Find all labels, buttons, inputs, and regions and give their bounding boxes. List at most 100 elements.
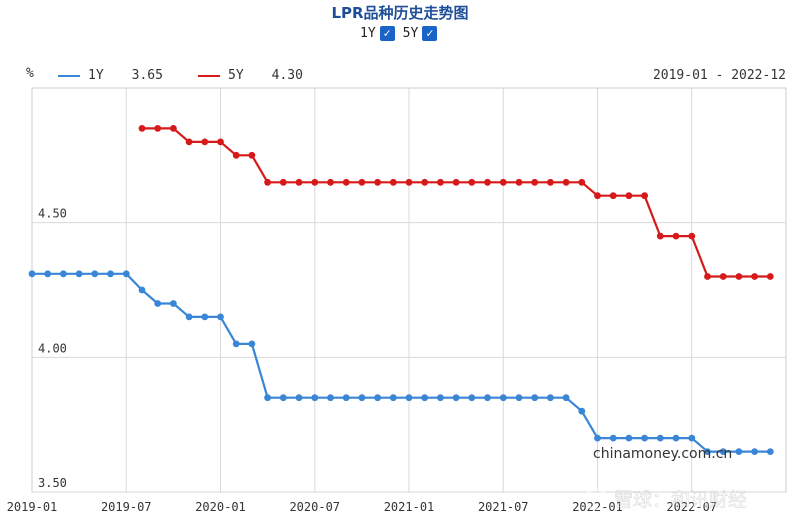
data-point-5y[interactable]	[279, 178, 287, 186]
data-point-5y[interactable]	[201, 138, 209, 146]
data-point-5y[interactable]	[499, 178, 507, 186]
data-point-1y[interactable]	[342, 394, 350, 402]
data-point-1y[interactable]	[279, 394, 287, 402]
data-point-5y[interactable]	[342, 178, 350, 186]
data-point-5y[interactable]	[641, 192, 648, 200]
data-point-5y[interactable]	[688, 232, 696, 240]
data-point-1y[interactable]	[389, 394, 397, 402]
data-point-1y[interactable]	[28, 270, 36, 278]
data-point-1y[interactable]	[688, 434, 696, 442]
data-point-1y[interactable]	[122, 270, 130, 278]
data-point-1y[interactable]	[499, 394, 507, 402]
data-point-1y[interactable]	[248, 340, 256, 348]
data-point-5y[interactable]	[751, 273, 758, 280]
data-point-5y[interactable]	[609, 192, 617, 200]
data-point-5y[interactable]	[531, 178, 539, 186]
data-point-5y[interactable]	[311, 178, 319, 186]
data-point-5y[interactable]	[185, 138, 193, 146]
data-point-1y[interactable]	[75, 270, 83, 278]
data-point-5y[interactable]	[327, 178, 334, 186]
toggle-1y-label: 1Y	[360, 26, 376, 41]
data-point-1y[interactable]	[170, 300, 177, 307]
data-point-1y[interactable]	[719, 448, 727, 455]
data-point-5y[interactable]	[594, 192, 601, 200]
data-point-1y[interactable]	[201, 313, 209, 321]
data-point-1y[interactable]	[185, 313, 193, 321]
chart-title: LPR品种历史走势图	[331, 4, 469, 22]
data-point-5y[interactable]	[656, 232, 664, 240]
data-point-5y[interactable]	[437, 178, 444, 186]
data-point-1y[interactable]	[594, 434, 601, 442]
data-point-1y[interactable]	[562, 394, 570, 402]
data-point-1y[interactable]	[421, 394, 429, 402]
data-point-5y[interactable]	[515, 178, 523, 186]
data-point-1y[interactable]	[547, 394, 554, 402]
data-point-5y[interactable]	[672, 232, 680, 240]
data-point-1y[interactable]	[107, 270, 114, 278]
data-point-5y[interactable]	[295, 178, 303, 186]
data-point-5y[interactable]	[389, 178, 397, 186]
data-point-1y[interactable]	[374, 394, 381, 402]
data-point-1y[interactable]	[531, 394, 539, 402]
data-point-5y[interactable]	[484, 178, 491, 186]
data-point-1y[interactable]	[641, 434, 648, 442]
x-tick-label: 2022-01	[572, 500, 623, 514]
x-tick-label: 2019-07	[101, 500, 152, 514]
data-point-5y[interactable]	[264, 178, 271, 186]
data-point-1y[interactable]	[138, 286, 146, 294]
data-point-1y[interactable]	[672, 434, 680, 442]
data-point-1y[interactable]	[327, 394, 334, 402]
y-tick-label: 3.50	[38, 476, 67, 490]
toggle-5y-checkbox[interactable]: ✓	[422, 26, 438, 41]
data-point-1y[interactable]	[217, 313, 224, 321]
data-point-1y[interactable]	[405, 394, 413, 402]
data-point-1y[interactable]	[154, 300, 162, 307]
data-point-5y[interactable]	[421, 178, 429, 186]
data-point-5y[interactable]	[719, 273, 727, 280]
data-point-5y[interactable]	[374, 178, 381, 186]
data-point-1y[interactable]	[60, 270, 67, 278]
data-point-1y[interactable]	[515, 394, 523, 402]
x-tick-label: 2022-07	[666, 500, 717, 514]
data-point-1y[interactable]	[735, 448, 743, 455]
legend-label: 5Y	[228, 68, 244, 83]
grid	[31, 87, 787, 493]
data-point-1y[interactable]	[437, 394, 444, 402]
data-point-1y[interactable]	[578, 407, 586, 415]
data-point-5y[interactable]	[468, 178, 476, 186]
data-point-5y[interactable]	[405, 178, 413, 186]
data-point-5y[interactable]	[138, 124, 146, 132]
data-point-5y[interactable]	[766, 273, 774, 280]
data-point-5y[interactable]	[547, 178, 554, 186]
data-point-1y[interactable]	[358, 394, 366, 402]
toggle-1y-checkbox[interactable]: ✓	[379, 26, 395, 41]
data-point-1y[interactable]	[704, 448, 711, 455]
data-point-1y[interactable]	[751, 448, 758, 455]
date-range: 2019-01 - 2022-12	[652, 68, 786, 83]
data-point-5y[interactable]	[578, 178, 586, 186]
data-point-5y[interactable]	[562, 178, 570, 186]
data-point-5y[interactable]	[217, 138, 224, 146]
data-point-5y[interactable]	[154, 124, 162, 132]
data-point-5y[interactable]	[170, 124, 177, 132]
data-point-1y[interactable]	[656, 434, 664, 442]
data-point-1y[interactable]	[625, 434, 633, 442]
data-point-1y[interactable]	[311, 394, 319, 402]
data-point-5y[interactable]	[358, 178, 366, 186]
data-point-1y[interactable]	[295, 394, 303, 402]
data-point-5y[interactable]	[232, 151, 240, 159]
data-point-5y[interactable]	[625, 192, 633, 200]
data-point-1y[interactable]	[452, 394, 460, 402]
data-point-1y[interactable]	[484, 394, 491, 402]
data-point-1y[interactable]	[766, 448, 774, 455]
data-point-5y[interactable]	[704, 273, 711, 280]
data-point-5y[interactable]	[452, 178, 460, 186]
data-point-1y[interactable]	[468, 394, 476, 402]
data-point-1y[interactable]	[609, 434, 617, 442]
data-point-1y[interactable]	[91, 270, 99, 278]
data-point-1y[interactable]	[232, 340, 240, 348]
data-point-5y[interactable]	[248, 151, 256, 159]
data-point-1y[interactable]	[44, 270, 52, 278]
data-point-5y[interactable]	[735, 273, 743, 280]
data-point-1y[interactable]	[264, 394, 271, 402]
